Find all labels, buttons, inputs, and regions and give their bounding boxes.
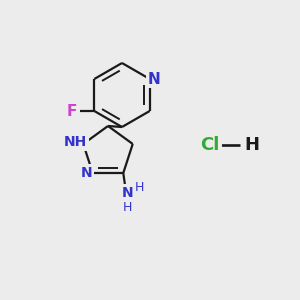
Text: N: N [122,186,133,200]
Text: F: F [67,103,77,118]
Text: H: H [135,181,144,194]
Text: NH: NH [64,135,87,149]
Text: H: H [123,200,132,214]
Text: N: N [81,166,92,180]
Text: N: N [147,71,160,86]
Text: H: H [244,136,260,154]
Text: Cl: Cl [200,136,220,154]
